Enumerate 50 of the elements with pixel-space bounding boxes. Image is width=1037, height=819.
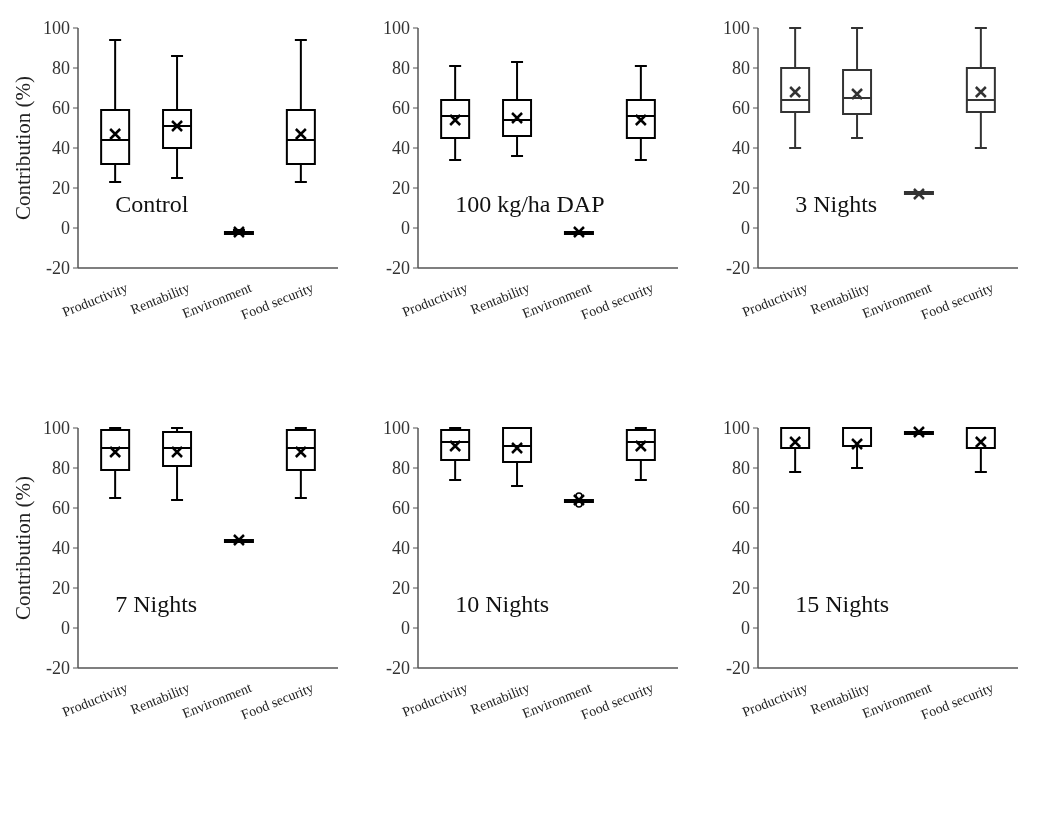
y-tick-label: 100 bbox=[43, 18, 70, 39]
y-tick-label: 20 bbox=[392, 578, 410, 599]
y-tick-label: 80 bbox=[732, 58, 750, 79]
y-tick-label: 100 bbox=[383, 418, 410, 439]
y-tick-label: 60 bbox=[392, 98, 410, 119]
y-tick-label: -20 bbox=[726, 258, 750, 279]
y-tick-label: 20 bbox=[392, 178, 410, 199]
y-tick-label: 0 bbox=[741, 218, 750, 239]
y-axis-title: Contribution (%) bbox=[11, 475, 35, 621]
y-tick-label: 100 bbox=[43, 418, 70, 439]
y-tick-label: 20 bbox=[52, 178, 70, 199]
y-tick-label: 80 bbox=[52, 58, 70, 79]
y-tick-label: 40 bbox=[732, 138, 750, 159]
y-tick-label: -20 bbox=[46, 258, 70, 279]
y-tick-label: 80 bbox=[52, 458, 70, 479]
y-tick-label: -20 bbox=[386, 658, 410, 679]
y-tick-label: 20 bbox=[52, 578, 70, 599]
y-tick-label: 60 bbox=[392, 498, 410, 519]
text: Control bbox=[115, 191, 189, 217]
y-tick-label: 40 bbox=[392, 538, 410, 559]
y-tick-label: 60 bbox=[732, 498, 750, 519]
y-tick-label: 40 bbox=[392, 138, 410, 159]
text: 10 Nights bbox=[455, 591, 550, 617]
y-tick-label: 20 bbox=[732, 578, 750, 599]
y-tick-label: 0 bbox=[401, 618, 410, 639]
y-tick-label: 0 bbox=[61, 618, 70, 639]
y-tick-label: 80 bbox=[392, 458, 410, 479]
y-tick-label: 40 bbox=[52, 538, 70, 559]
y-tick-label: 80 bbox=[732, 458, 750, 479]
y-tick-label: 40 bbox=[732, 538, 750, 559]
y-tick-label: -20 bbox=[46, 658, 70, 679]
y-tick-label: 20 bbox=[732, 178, 750, 199]
y-tick-label: -20 bbox=[726, 658, 750, 679]
text: 3 Nights bbox=[795, 191, 878, 217]
y-tick-label: -20 bbox=[386, 258, 410, 279]
y-tick-label: 40 bbox=[52, 138, 70, 159]
text: 15 Nights bbox=[795, 591, 890, 617]
y-tick-label: 0 bbox=[401, 218, 410, 239]
text: 7 Nights bbox=[115, 591, 198, 617]
y-tick-label: 100 bbox=[723, 418, 750, 439]
text: 100 kg/ha DAP bbox=[455, 191, 605, 217]
y-tick-label: 60 bbox=[732, 98, 750, 119]
y-tick-label: 60 bbox=[52, 98, 70, 119]
y-tick-label: 0 bbox=[741, 618, 750, 639]
y-tick-label: 0 bbox=[61, 218, 70, 239]
y-tick-label: 100 bbox=[723, 18, 750, 39]
y-tick-label: 80 bbox=[392, 58, 410, 79]
y-axis-title: Contribution (%) bbox=[11, 75, 35, 221]
y-tick-label: 60 bbox=[52, 498, 70, 519]
y-tick-label: 100 bbox=[383, 18, 410, 39]
